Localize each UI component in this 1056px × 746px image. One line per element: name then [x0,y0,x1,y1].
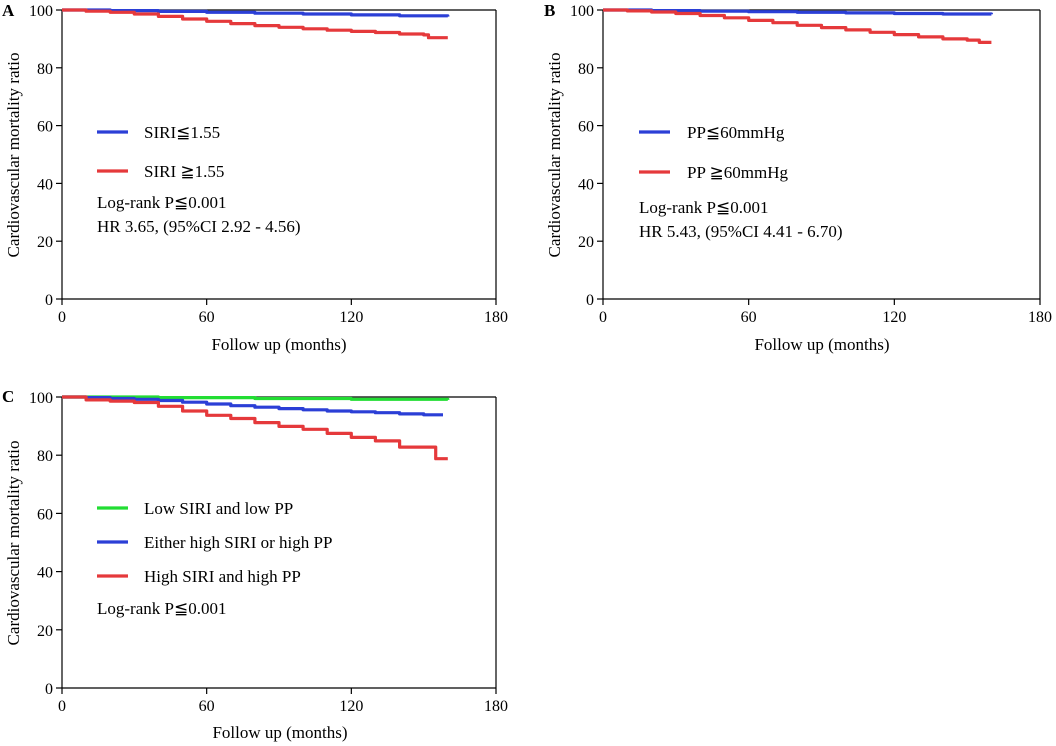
panel-a-x-axis-title: Follow up (months) [211,335,346,354]
panel-c-x-tick-label: 180 [484,698,508,715]
panel-b-y-tick-label: 40 [578,176,594,193]
panel-a-y-tick-label: 60 [37,119,53,136]
panel-c: C Cardiovascular mortality ratio Follow … [2,387,508,742]
panel-b-x-axis-title: Follow up (months) [754,335,889,354]
panel-b-y-tick-label: 0 [586,292,594,309]
panel-b-hr-annotation: HR 5.43, (95%CI 4.41 - 6.70) [639,222,843,241]
panel-c-series-line-1 [62,395,443,417]
panel-c-y-tick-label: 0 [45,681,53,698]
panel-c-y-tick-label: 60 [37,506,53,523]
panel-b-x-tick-label: 0 [599,309,607,326]
panel-c-legend-label-1: Either high SIRI or high PP [144,533,332,552]
panel-c-y-tick-label: 40 [37,565,53,582]
panel-c-y-tick-label: 80 [37,448,53,465]
panel-a-y-tick-label: 20 [37,234,53,251]
panel-b-axes: 0 20 40 60 80 100 0 60 120 180 [570,3,1052,326]
panel-b-x-tick-label: 60 [741,309,757,326]
panel-a-x-tick-label: 180 [484,309,508,326]
panel-b-legend: PP≦60mmHg PP ≧60mmHg [639,123,788,182]
panel-b-x-tick-label: 180 [1028,309,1052,326]
panel-c-series-line-0 [62,395,450,401]
panel-c-legend-label-2: High SIRI and high PP [144,567,301,586]
panel-c-letter: C [2,387,14,406]
panel-c-logrank-annotation: Log-rank P≦0.001 [97,599,226,618]
panel-a-logrank-annotation: Log-rank P≦0.001 [97,193,226,212]
panel-a-y-tick-label: 80 [37,61,53,78]
panel-c-x-tick-label: 120 [339,698,363,715]
panel-c-y-tick-label: 100 [29,390,53,407]
panel-c-legend: Low SIRI and low PP Either high SIRI or … [97,499,332,586]
panel-c-axes: 0 20 40 60 80 100 0 60 120 180 [29,390,508,715]
panel-b-series [603,8,993,44]
panel-b-x-tick-label: 120 [882,309,906,326]
panel-a-y-tick-label: 0 [45,292,53,309]
panel-a-x-tick-label: 120 [339,309,363,326]
panel-c-x-axis-title: Follow up (months) [212,723,347,742]
panel-b-series-line-1 [603,8,992,44]
panel-b: B Cardiovascular mortality ratio Follow … [544,1,1052,354]
panel-c-x-tick-label: 0 [58,698,66,715]
panel-a-letter: A [2,1,15,20]
panel-a-legend-label-0: SIRI≦1.55 [144,123,220,142]
panel-c-y-tick-label: 20 [37,623,53,640]
panel-a-y-axis-title: Cardiovascular mortality ratio [4,53,23,258]
panel-c-series [62,395,450,461]
panel-a-axes: 0 20 40 60 80 100 0 60 120 180 [29,3,508,326]
panel-b-letter: B [544,1,555,20]
panel-b-series-line-0 [603,8,993,16]
panel-a: A Cardiovascular mortality ratio Follow … [2,1,508,354]
panel-a-y-tick-label: 100 [29,3,53,20]
panel-a-series-line-0 [62,8,450,18]
panel-a-series [62,8,450,40]
panel-a-series-line-1 [62,8,448,40]
panel-b-logrank-annotation: Log-rank P≦0.001 [639,198,768,217]
panel-c-x-tick-label: 60 [199,698,215,715]
panel-b-y-tick-label: 20 [578,234,594,251]
panel-b-y-axis-title: Cardiovascular mortality ratio [545,53,564,258]
panel-a-legend-label-1: SIRI ≧1.55 [144,162,224,181]
panel-a-x-tick-label: 0 [58,309,66,326]
panel-a-x-tick-label: 60 [199,309,215,326]
panel-a-y-tick-label: 40 [37,176,53,193]
panel-a-hr-annotation: HR 3.65, (95%CI 2.92 - 4.56) [97,217,301,236]
panel-c-series-line-2 [62,395,448,461]
panel-b-y-tick-label: 100 [570,3,594,20]
panel-c-y-axis-title: Cardiovascular mortality ratio [4,441,23,646]
panel-b-y-tick-label: 60 [578,119,594,136]
panel-b-legend-label-0: PP≦60mmHg [687,123,785,142]
panel-b-y-tick-label: 80 [578,61,594,78]
panel-b-legend-label-1: PP ≧60mmHg [687,163,788,182]
panel-c-legend-label-0: Low SIRI and low PP [144,499,293,518]
panel-a-legend: SIRI≦1.55 SIRI ≧1.55 [97,123,224,181]
